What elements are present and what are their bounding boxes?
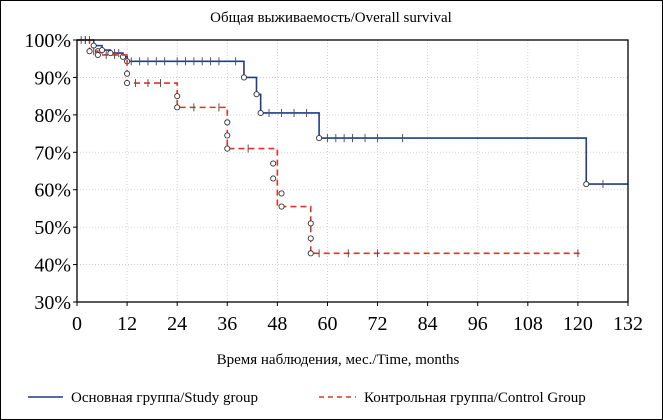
series-control	[77, 36, 583, 258]
event-point-study	[240, 74, 248, 81]
event-point-control	[174, 104, 181, 111]
event-point-control	[86, 48, 93, 55]
event-point-control	[270, 175, 277, 182]
legend: Основная группа/Study group Контрольная …	[28, 390, 586, 406]
event-point-study	[107, 50, 114, 57]
y-tick-label: 80%	[34, 105, 71, 127]
x-tick-label: 120	[563, 313, 593, 335]
x-axis-label: Время наблюдения, мес./Time, months	[217, 352, 460, 368]
event-point-control	[307, 220, 314, 227]
x-tick-label: 108	[513, 313, 543, 335]
event-point-control	[124, 70, 131, 77]
x-tick-label: 24	[167, 313, 187, 335]
event-point-study	[316, 135, 323, 142]
x-tick-label: 96	[468, 313, 488, 335]
legend-control-label: Контрольная группа/Control Group	[364, 390, 586, 406]
chart-title: Общая выживаемость/Overall survival	[210, 10, 452, 26]
y-tick-label: 70%	[34, 142, 71, 164]
event-point-study	[253, 91, 260, 98]
series-line-study	[77, 39, 628, 185]
x-tick-label: 72	[368, 313, 388, 335]
event-point-control	[278, 190, 285, 197]
event-point-control	[278, 203, 285, 210]
x-tick-label: 84	[418, 313, 438, 335]
x-tick-label: 132	[613, 313, 643, 335]
y-tick-label: 60%	[34, 180, 71, 202]
event-point-study	[257, 109, 264, 117]
series-line-control	[77, 39, 583, 255]
x-tick-label: 0	[72, 313, 82, 335]
event-point-study	[98, 47, 106, 54]
grid-lines	[76, 39, 629, 303]
y-tick-label: 50%	[34, 217, 71, 239]
event-point-control	[174, 93, 181, 100]
plot-frame	[76, 39, 629, 303]
x-tick-label: 48	[267, 313, 287, 335]
series-study	[77, 36, 628, 189]
event-point-control	[307, 235, 314, 242]
legend-study-label: Основная группа/Study group	[71, 390, 258, 406]
x-tick-label: 36	[217, 313, 237, 335]
x-tick-label: 60	[317, 313, 337, 335]
event-point-control	[124, 79, 131, 87]
y-tick-label: 100%	[24, 30, 71, 52]
series-layer	[77, 36, 628, 258]
event-point-control	[224, 145, 231, 152]
axes: 30% 40% 50% 60% 70% 80% 90% 100% 0 12 24 36 48 60 72 84…	[24, 30, 643, 335]
event-point-control	[307, 250, 314, 257]
x-tick-label: 12	[117, 313, 137, 335]
event-point-study	[583, 181, 590, 188]
y-tick-label: 30%	[34, 292, 71, 314]
event-point-control	[94, 51, 101, 59]
event-point-control	[270, 160, 277, 167]
y-tick-label: 90%	[34, 67, 71, 89]
event-point-control	[224, 132, 231, 139]
y-tick-label: 40%	[34, 255, 71, 277]
event-point-control	[224, 119, 231, 126]
